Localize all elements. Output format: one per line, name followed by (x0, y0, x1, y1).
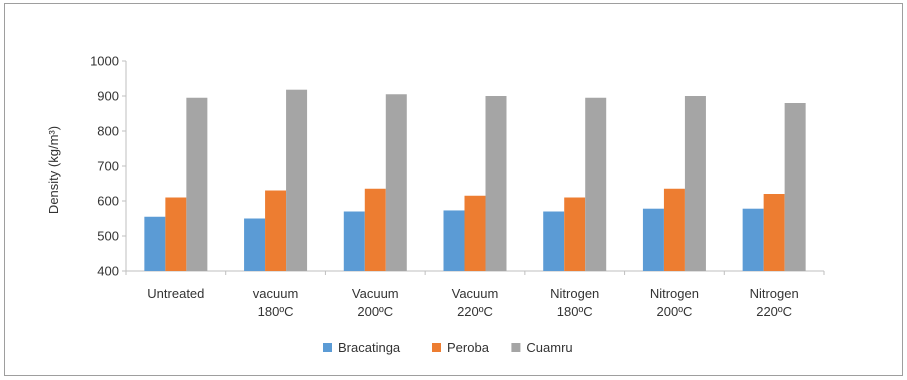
legend-label-cuamru: Cuamru (526, 340, 572, 355)
bars (144, 89, 806, 271)
bar-chart: 400 500 600 700 800 900 1000 Untreated vacuum 18… (46, 54, 825, 355)
bar-cuamru-2 (385, 94, 407, 271)
y-axis-label: Density (kg/m³) (46, 126, 61, 214)
bar-bracatinga-5 (642, 208, 664, 271)
bar-peroba-5 (663, 188, 685, 271)
x-tick-label: Nitrogen 200ºC (650, 286, 699, 319)
x-tick-label: Untreated (147, 286, 204, 301)
y-tick-labels: 400 500 600 700 800 900 1000 (90, 54, 126, 279)
bar-cuamru-4 (585, 97, 607, 271)
bar-cuamru-6 (784, 103, 806, 271)
legend-swatch-peroba (432, 343, 441, 352)
x-tick-label: Vacuum 200ºC (352, 286, 399, 319)
bar-cuamru-3 (485, 96, 507, 271)
bar-cuamru-5 (684, 96, 706, 271)
bar-bracatinga-2 (343, 211, 365, 271)
y-tick-label: 800 (97, 124, 119, 139)
x-tick-label: vacuum 180ºC (253, 286, 299, 319)
legend-label-bracatinga: Bracatinga (338, 340, 401, 355)
x-tick-label: Nitrogen 180ºC (550, 286, 599, 319)
bar-bracatinga-6 (742, 208, 764, 271)
bar-cuamru-1 (286, 89, 308, 271)
bar-bracatinga-1 (244, 218, 266, 271)
x-tick-label: Nitrogen 220ºC (750, 286, 799, 319)
legend-swatch-bracatinga (323, 343, 332, 352)
x-tick-labels: Untreated vacuum 180ºC Vacuum 200ºC Vacuum 220… (125, 271, 825, 319)
bar-peroba-2 (364, 188, 386, 271)
bar-peroba-1 (265, 190, 287, 271)
bar-cuamru-0 (186, 97, 208, 271)
bar-bracatinga-0 (144, 216, 166, 271)
x-tick-label: Vacuum 220ºC (452, 286, 499, 319)
y-tick-label: 500 (97, 229, 119, 244)
bar-peroba-4 (564, 197, 586, 271)
legend: Bracatinga Peroba Cuamru (323, 340, 573, 355)
y-tick-label: 1000 (90, 54, 119, 69)
y-tick-label: 600 (97, 194, 119, 209)
chart-frame: 400 500 600 700 800 900 1000 Untreated vacuum 18… (4, 3, 903, 376)
bar-peroba-6 (763, 194, 785, 271)
bar-peroba-3 (464, 195, 486, 271)
legend-swatch-cuamru (511, 343, 521, 352)
legend-label-peroba: Peroba (447, 340, 490, 355)
bar-bracatinga-4 (543, 211, 565, 271)
bar-peroba-0 (165, 197, 187, 271)
y-tick-label: 900 (97, 89, 119, 104)
y-tick-label: 700 (97, 159, 119, 174)
bar-bracatinga-3 (443, 210, 465, 271)
y-tick-label: 400 (97, 264, 119, 279)
